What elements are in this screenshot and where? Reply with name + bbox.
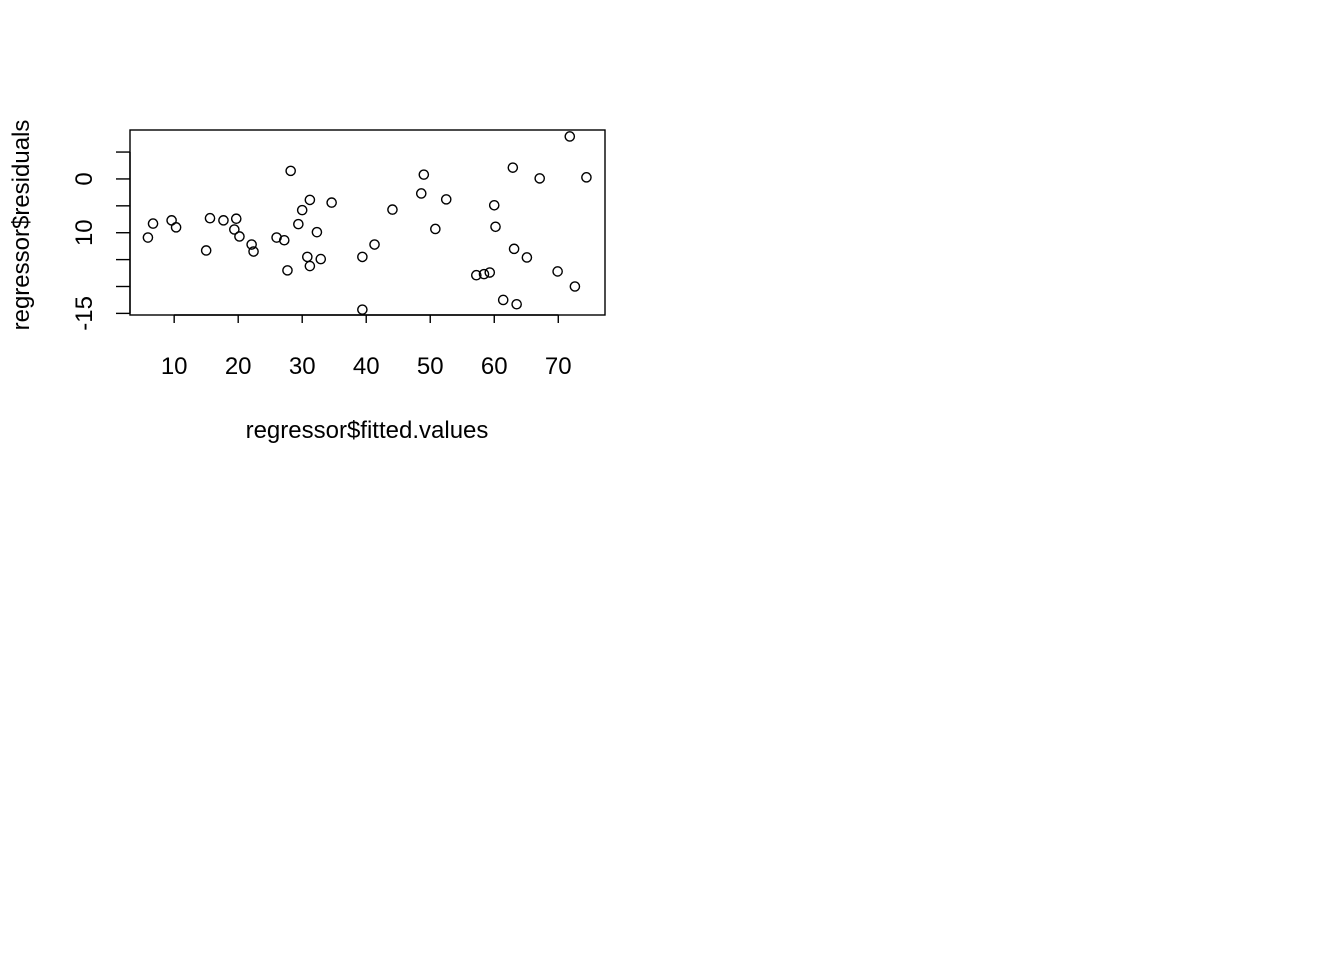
data-point: [234, 231, 245, 242]
x-axis: 10 20 30 40 50 60 70: [161, 314, 572, 380]
x-tick-label: 70: [545, 353, 572, 380]
x-tick-label: 40: [353, 353, 380, 380]
data-point: [484, 267, 496, 278]
data-point: [229, 224, 240, 235]
data-points: [142, 131, 592, 315]
data-point: [521, 252, 533, 263]
data-point: [315, 253, 327, 265]
data-point: [326, 197, 337, 208]
y-tick-label: 0: [71, 172, 98, 185]
data-point: [581, 172, 592, 183]
data-point: [293, 218, 304, 230]
data-point: [534, 173, 546, 184]
data-point: [285, 165, 296, 177]
data-point: [552, 266, 563, 277]
x-axis-label: regressor$fitted.values: [246, 417, 489, 444]
x-tick-label: 50: [417, 353, 444, 380]
data-point: [296, 204, 308, 216]
data-point: [357, 304, 368, 315]
data-point: [142, 232, 154, 243]
data-point: [387, 204, 398, 215]
data-point: [508, 243, 520, 255]
data-point: [204, 212, 216, 224]
data-point: [490, 221, 501, 233]
data-point: [511, 298, 522, 310]
y-tick-label: -15: [71, 296, 98, 331]
data-point: [369, 239, 380, 250]
data-point: [311, 226, 323, 238]
data-point: [230, 213, 242, 225]
data-point: [302, 251, 313, 263]
data-point: [170, 222, 182, 233]
data-point: [507, 162, 519, 173]
data-point: [278, 234, 290, 246]
data-point: [415, 188, 427, 199]
data-point: [471, 269, 482, 281]
data-point: [430, 223, 441, 235]
data-point: [497, 294, 509, 306]
data-point: [282, 265, 293, 276]
data-point: [218, 215, 229, 226]
data-point: [357, 251, 368, 263]
y-tick-label: 10: [71, 219, 98, 246]
data-point: [271, 232, 282, 243]
data-point: [418, 169, 430, 180]
x-tick-label: 20: [225, 353, 252, 380]
plot-frame: [129, 129, 606, 316]
data-point: [248, 246, 259, 257]
data-point: [478, 268, 490, 280]
x-tick-label: 30: [289, 353, 316, 380]
x-tick-label: 10: [161, 353, 188, 380]
data-point: [488, 199, 500, 211]
data-point: [147, 218, 159, 229]
data-point: [304, 260, 316, 272]
data-point: [246, 239, 257, 250]
x-tick-label: 60: [481, 353, 508, 380]
data-point: [569, 281, 581, 292]
data-point: [564, 131, 576, 142]
y-axis-label: regressor$residuals: [8, 120, 35, 331]
data-point: [200, 245, 212, 256]
y-axis: -15 10 0: [71, 151, 131, 331]
data-point: [440, 194, 452, 205]
data-point: [304, 194, 316, 206]
